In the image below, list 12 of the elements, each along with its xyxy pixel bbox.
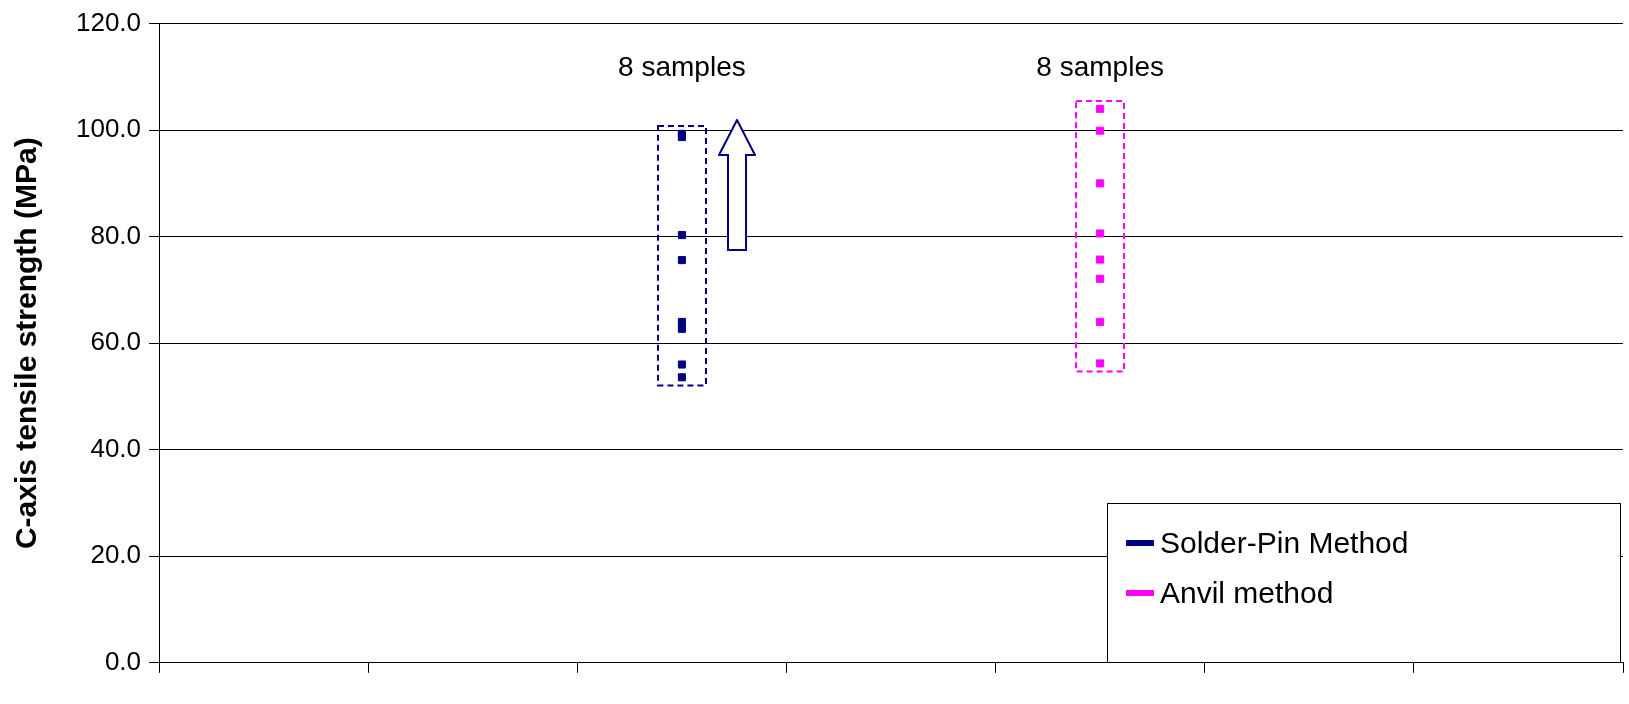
y-tick-label: 40.0 bbox=[90, 432, 142, 463]
annotation: 8 samples bbox=[1036, 51, 1164, 83]
annotation: 8 samples bbox=[618, 51, 746, 83]
legend-label: Solder-Pin Method bbox=[1160, 524, 1409, 561]
y-tick-label: 60.0 bbox=[90, 326, 142, 357]
y-tick-label: 100.0 bbox=[75, 113, 142, 144]
y-axis-title: C-axis tensile strength (MPa) bbox=[9, 137, 43, 550]
y-tick-label: 80.0 bbox=[90, 219, 142, 250]
legend-label: Anvil method bbox=[1160, 574, 1334, 611]
y-tick-label: 0.0 bbox=[104, 645, 142, 676]
y-tick-label: 120.0 bbox=[75, 6, 142, 37]
y-tick-label: 20.0 bbox=[90, 539, 142, 570]
